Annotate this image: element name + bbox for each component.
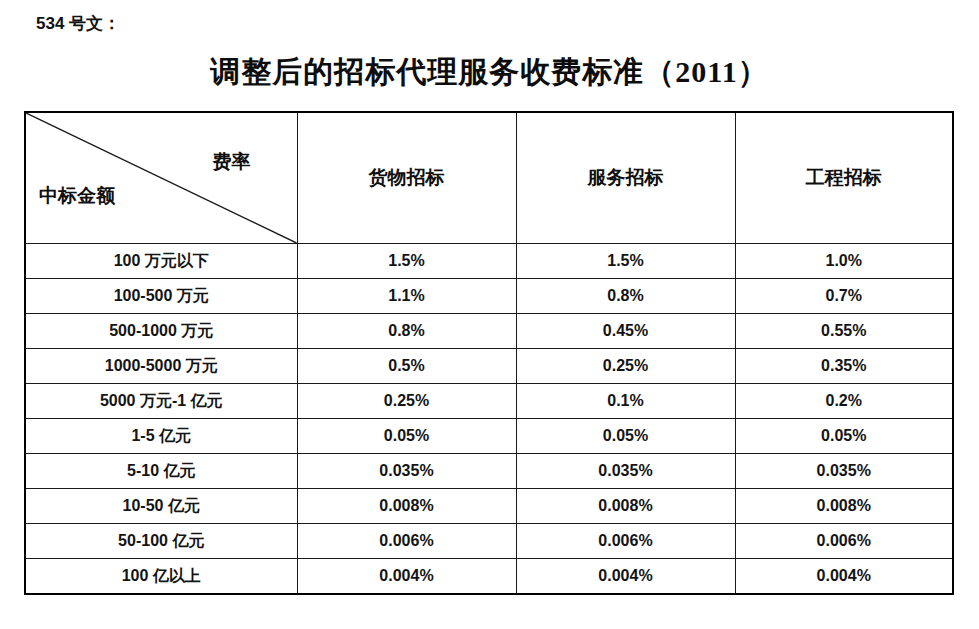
doc-number-label: 534 号文： [36,12,120,35]
fee-rate-cell: 0.1% [516,384,735,419]
row-label-amount-range: 100 亿以上 [25,559,297,595]
row-label-amount-range: 1000-5000 万元 [25,349,297,384]
table-row: 1-5 亿元0.05%0.05%0.05% [25,419,953,454]
fee-rate-cell: 0.05% [297,419,516,454]
column-header-goods-bidding: 货物招标 [297,112,516,244]
column-header-engineering-bidding: 工程招标 [735,112,953,244]
fee-rate-cell: 0.008% [516,489,735,524]
column-header-service-bidding: 服务招标 [516,112,735,244]
table-row: 1000-5000 万元0.5%0.25%0.35% [25,349,953,384]
table-row: 100 亿以上0.004%0.004%0.004% [25,559,953,595]
fee-rate-cell: 0.5% [297,349,516,384]
corner-label-rate: 费率 [213,149,251,175]
table-row: 100 万元以下1.5%1.5%1.0% [25,244,953,279]
row-label-amount-range: 5-10 亿元 [25,454,297,489]
fee-rate-cell: 0.25% [516,349,735,384]
corner-label-bid-amount: 中标金额 [39,183,115,209]
fee-rate-cell: 0.035% [516,454,735,489]
fee-table: 费率 中标金额 货物招标 服务招标 工程招标 100 万元以下1.5%1.5%1… [24,111,954,595]
row-label-amount-range: 100 万元以下 [25,244,297,279]
row-label-amount-range: 500-1000 万元 [25,314,297,349]
fee-rate-cell: 1.0% [735,244,953,279]
fee-rate-cell: 0.004% [735,559,953,595]
header-row: 费率 中标金额 货物招标 服务招标 工程招标 [25,112,953,244]
row-label-amount-range: 50-100 亿元 [25,524,297,559]
fee-rate-cell: 0.006% [516,524,735,559]
fee-rate-cell: 0.004% [297,559,516,595]
fee-rate-cell: 0.035% [297,454,516,489]
page-title: 调整后的招标代理服务收费标准（2011） [0,52,979,93]
fee-rate-cell: 0.8% [516,279,735,314]
table-row: 500-1000 万元0.8%0.45%0.55% [25,314,953,349]
fee-rate-cell: 1.5% [516,244,735,279]
row-label-amount-range: 100-500 万元 [25,279,297,314]
fee-rate-cell: 0.05% [516,419,735,454]
fee-rate-cell: 0.05% [735,419,953,454]
fee-rate-cell: 1.5% [297,244,516,279]
document-page: 534 号文： 调整后的招标代理服务收费标准（2011） 费率 中标金额 货物招… [0,0,979,629]
fee-rate-cell: 0.008% [735,489,953,524]
row-label-amount-range: 10-50 亿元 [25,489,297,524]
row-label-amount-range: 5000 万元-1 亿元 [25,384,297,419]
diagonal-divider-line [26,113,297,243]
fee-rate-cell: 0.006% [297,524,516,559]
fee-rate-cell: 0.55% [735,314,953,349]
fee-rate-cell: 0.45% [516,314,735,349]
fee-rate-cell: 0.035% [735,454,953,489]
fee-rate-cell: 0.25% [297,384,516,419]
fee-rate-cell: 0.35% [735,349,953,384]
table-row: 50-100 亿元0.006%0.006%0.006% [25,524,953,559]
fee-rate-cell: 0.004% [516,559,735,595]
fee-rate-cell: 0.006% [735,524,953,559]
table-row: 100-500 万元1.1%0.8%0.7% [25,279,953,314]
row-label-amount-range: 1-5 亿元 [25,419,297,454]
fee-rate-cell: 0.2% [735,384,953,419]
table-row: 5-10 亿元0.035%0.035%0.035% [25,454,953,489]
table-row: 10-50 亿元0.008%0.008%0.008% [25,489,953,524]
fee-rate-cell: 0.008% [297,489,516,524]
fee-rate-cell: 0.8% [297,314,516,349]
table-row: 5000 万元-1 亿元0.25%0.1%0.2% [25,384,953,419]
fee-rate-cell: 1.1% [297,279,516,314]
table-corner-cell: 费率 中标金额 [25,112,297,244]
fee-rate-cell: 0.7% [735,279,953,314]
